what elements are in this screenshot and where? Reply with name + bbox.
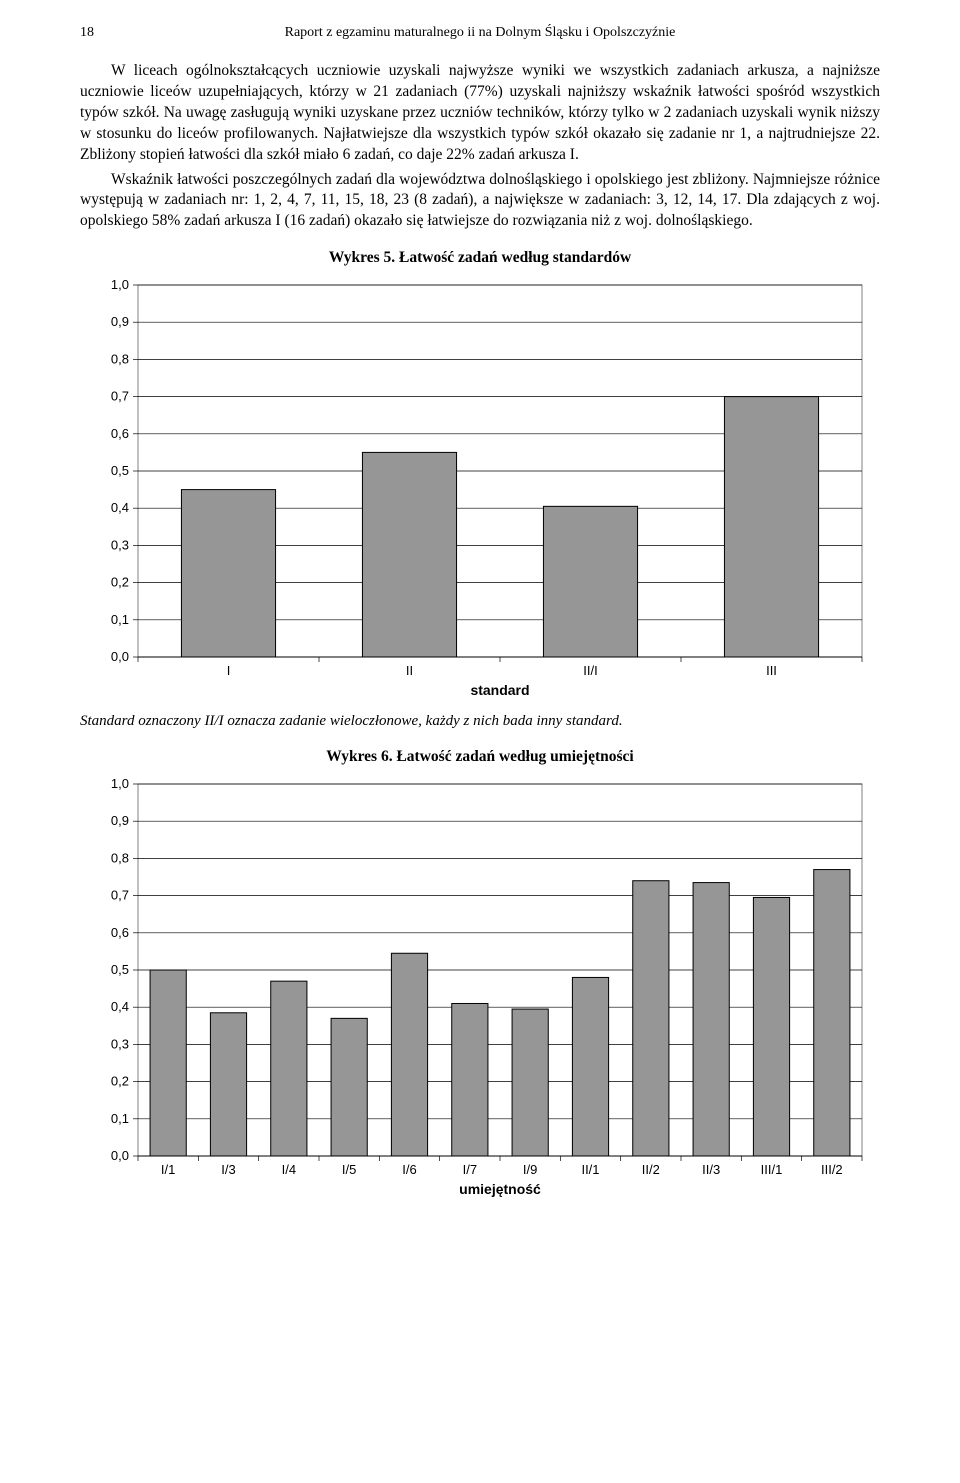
svg-text:II: II [406, 663, 413, 678]
chart5: 0,00,10,20,30,40,50,60,70,80,91,0IIIII/I… [80, 275, 880, 705]
svg-text:0,2: 0,2 [111, 575, 129, 590]
svg-text:1,0: 1,0 [111, 776, 129, 791]
chart6-title: Wykres 6. Łatwość zadań według umiejętno… [80, 747, 880, 768]
svg-text:0,9: 0,9 [111, 314, 129, 329]
svg-text:II/2: II/2 [642, 1162, 660, 1177]
chart5-caption: Standard oznaczony II/I oznacza zadanie … [80, 711, 880, 731]
svg-text:0,3: 0,3 [111, 538, 129, 553]
svg-text:0,1: 0,1 [111, 1111, 129, 1126]
svg-text:0,8: 0,8 [111, 851, 129, 866]
svg-text:I/4: I/4 [282, 1162, 296, 1177]
page-header: 18 Raport z egzaminu maturalnego ii na D… [80, 24, 880, 43]
chart6: 0,0 0,1 0,2 0,3 0,4 0,5 0,6 0,7 0,8 0,9 1,0 I/1 I/3 I… [80, 774, 880, 1204]
header-spacer [850, 24, 880, 43]
body-text: W liceach ogólnokształcących uczniowie u… [80, 61, 880, 232]
svg-text:I/3: I/3 [221, 1162, 235, 1177]
svg-text:0,5: 0,5 [111, 962, 129, 977]
svg-text:0,0: 0,0 [111, 649, 129, 664]
chart5-title: Wykres 5. Łatwość zadań według standardó… [80, 248, 880, 269]
svg-text:III/1: III/1 [761, 1162, 783, 1177]
svg-text:0,6: 0,6 [111, 925, 129, 940]
svg-text:0,1: 0,1 [111, 612, 129, 627]
svg-text:II/3: II/3 [702, 1162, 720, 1177]
page-number: 18 [80, 24, 110, 43]
svg-text:standard: standard [470, 682, 529, 698]
running-title: Raport z egzaminu maturalnego ii na Doln… [110, 24, 850, 43]
svg-text:0,6: 0,6 [111, 426, 129, 441]
paragraph-2: Wskaźnik łatwości poszczególnych zadań d… [80, 170, 880, 233]
paragraph-1: W liceach ogólnokształcących uczniowie u… [80, 61, 880, 166]
svg-text:0,4: 0,4 [111, 500, 129, 515]
svg-text:I/6: I/6 [402, 1162, 416, 1177]
svg-text:I/9: I/9 [523, 1162, 537, 1177]
svg-text:0,3: 0,3 [111, 1037, 129, 1052]
svg-text:III/2: III/2 [821, 1162, 843, 1177]
chart5-svg: 0,00,10,20,30,40,50,60,70,80,91,0IIIII/I… [80, 275, 880, 705]
svg-text:0,5: 0,5 [111, 463, 129, 478]
svg-text:0,7: 0,7 [111, 389, 129, 404]
svg-text:I/1: I/1 [161, 1162, 175, 1177]
svg-text:0,8: 0,8 [111, 352, 129, 367]
svg-text:0,7: 0,7 [111, 888, 129, 903]
svg-text:0,4: 0,4 [111, 1000, 129, 1015]
svg-text:I/7: I/7 [463, 1162, 477, 1177]
svg-text:I/5: I/5 [342, 1162, 356, 1177]
chart6-svg: 0,0 0,1 0,2 0,3 0,4 0,5 0,6 0,7 0,8 0,9 1,0 I/1 I/3 I… [80, 774, 880, 1204]
svg-text:umiejętność: umiejętność [459, 1181, 541, 1197]
svg-text:II/I: II/I [583, 663, 597, 678]
svg-text:III: III [766, 663, 777, 678]
svg-text:II/1: II/1 [581, 1162, 599, 1177]
svg-text:I: I [227, 663, 231, 678]
svg-text:0,0: 0,0 [111, 1148, 129, 1163]
svg-text:0,2: 0,2 [111, 1074, 129, 1089]
svg-text:0,9: 0,9 [111, 814, 129, 829]
svg-text:1,0: 1,0 [111, 277, 129, 292]
